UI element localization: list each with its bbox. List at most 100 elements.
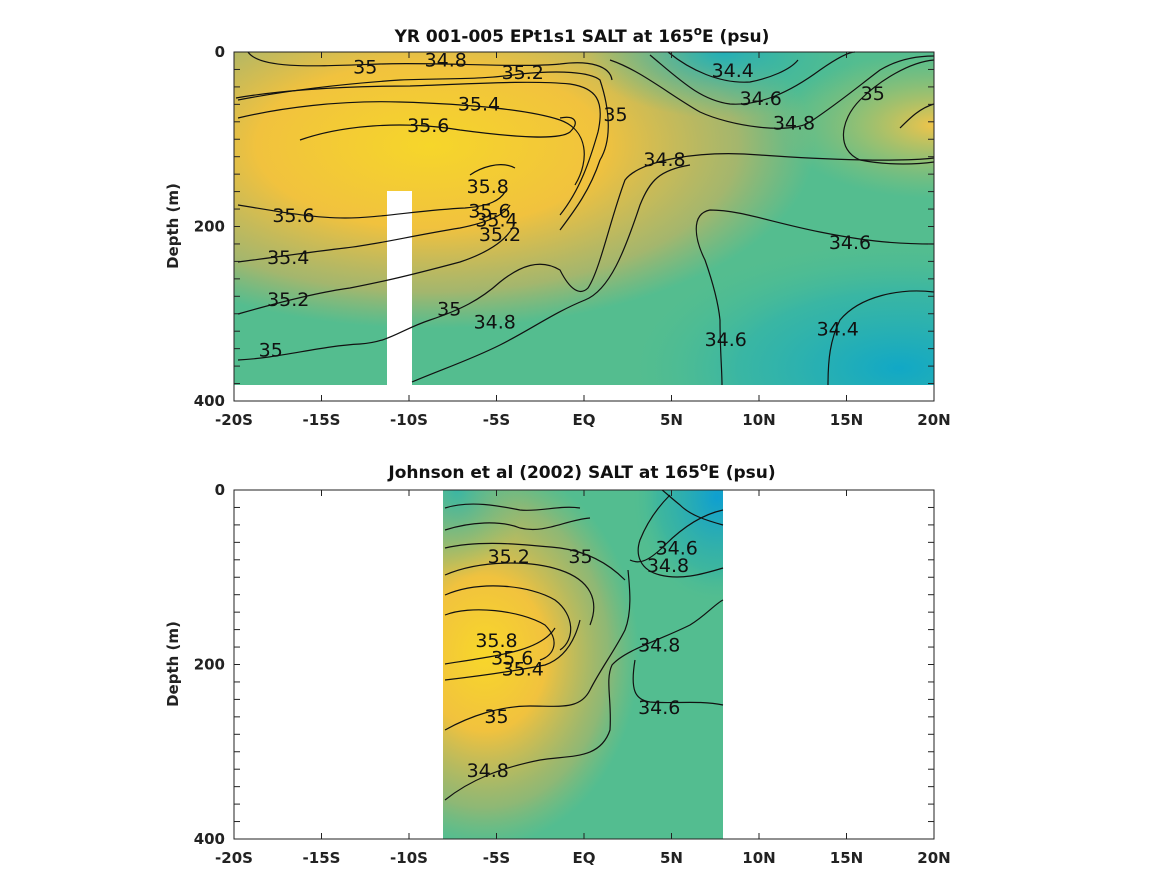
top-contour-label: 34.4 <box>817 318 859 340</box>
top-contour-label: 35.2 <box>479 224 521 246</box>
top-contour-label: 35.4 <box>458 93 500 115</box>
top-contour-label: 35.6 <box>272 205 314 227</box>
top-contour-label: 34.8 <box>773 113 815 135</box>
top-contours <box>235 51 935 386</box>
bottom-contour-label: 34.8 <box>647 555 689 577</box>
bottom-contour-label: 35 <box>568 546 592 568</box>
bottom-contour-34.8-deep <box>444 599 724 801</box>
top-contour-label: 35.6 <box>407 115 449 137</box>
bottom-contours <box>444 489 724 801</box>
top-y-tick-label: 200 <box>194 218 225 236</box>
bottom-contour-35.8 <box>444 609 555 661</box>
top-x-tick-label: 10N <box>742 411 775 429</box>
top-contour-label: 35.4 <box>475 209 517 231</box>
top-contour-label: 35.2 <box>502 62 544 84</box>
top-panel: YR 001-005 EPt1s1 SALT at 165oE (psu) <box>164 24 951 429</box>
bottom-contour-label: 35.4 <box>502 659 544 681</box>
top-y-axis-label: Depth (m) <box>164 183 182 269</box>
bottom-contour-35-surface <box>444 517 591 531</box>
top-x-tick-label: -5S <box>483 411 510 429</box>
bottom-x-tick-label: EQ <box>573 849 596 867</box>
bottom-y-axis: 0 200 400 <box>194 481 934 848</box>
bottom-contour-label: 34.8 <box>467 760 509 782</box>
bottom-contour-34.6 <box>629 509 724 563</box>
top-x-tick-label: 20N <box>917 411 950 429</box>
top-contour-label: 34.6 <box>829 232 871 254</box>
bottom-panel: Johnson et al (2002) SALT at 165oE (psu)… <box>164 460 951 867</box>
bottom-x-tick-label: -15S <box>303 849 341 867</box>
top-contour-label: 34.6 <box>705 329 747 351</box>
top-contour-label: 35.8 <box>467 176 509 198</box>
top-contour-label: 35 <box>259 339 283 361</box>
top-mask-step <box>400 283 412 386</box>
top-contour-34.4 <box>827 290 935 386</box>
bottom-contour-34.8-top <box>637 494 724 578</box>
top-contour-35-deep <box>237 153 935 361</box>
bottom-salinity-field <box>443 490 723 839</box>
top-contour-34.8-deep <box>411 164 691 383</box>
top-contour-35.4 <box>237 101 585 186</box>
top-contour-labels: 35 34.835.235.435.63534.834.434.634.83535… <box>259 50 885 362</box>
bottom-contour-35.4 <box>444 562 595 626</box>
bottom-contour-35-deep <box>444 569 631 731</box>
top-contour-34.4-top <box>667 51 799 83</box>
top-contour-label: 35.4 <box>267 247 309 269</box>
top-contour-label: 35 <box>437 298 461 320</box>
bottom-chart-title: Johnson et al (2002) SALT at 165oE (psu) <box>387 460 775 483</box>
top-contour-label: 34.8 <box>474 311 516 333</box>
bottom-x-tick-label: 5N <box>660 849 683 867</box>
top-contour-35-surface <box>237 71 609 231</box>
bottom-x-tick-label: 15N <box>830 849 863 867</box>
top-contour-label: 35 <box>603 104 627 126</box>
top-contour-label: 34.6 <box>740 88 782 110</box>
top-x-tick-label: -20S <box>215 411 253 429</box>
top-x-tick-label: 15N <box>830 411 863 429</box>
bottom-y-tick-label: 200 <box>194 656 225 674</box>
top-x-tick-label: EQ <box>573 411 596 429</box>
bottom-contour-34.8-surface <box>444 503 581 511</box>
top-contour-35-ne <box>842 59 935 165</box>
top-contour-label: 35.2 <box>267 289 309 311</box>
bottom-y-tick-label: 400 <box>194 830 225 848</box>
top-contour-34.6 <box>695 209 935 386</box>
bottom-contour-label: 34.6 <box>638 697 680 719</box>
bottom-contour-35.4-deep <box>444 619 581 681</box>
top-contour-35.4-deep <box>237 204 511 263</box>
top-mask-left <box>387 191 400 386</box>
top-contour-35.2 <box>235 81 601 216</box>
top-y-tick-label: 0 <box>215 43 225 61</box>
bottom-contour-35.2 <box>444 542 626 581</box>
top-contour-35-ne2 <box>899 103 935 129</box>
bottom-x-tick-label: 20N <box>917 849 950 867</box>
top-chart-title: YR 001-005 EPt1s1 SALT at 165oE (psu) <box>394 24 770 47</box>
top-contour-label: 35 <box>861 83 885 105</box>
top-contour-label: 34.8 <box>425 50 467 72</box>
top-contour-label: 35.6 <box>468 201 510 223</box>
bottom-contour-label: 35.6 <box>491 647 533 669</box>
top-x-tick-label: -15S <box>303 411 341 429</box>
top-x-axis: -20S -15S -10S -5S EQ 5N 10N 15N 20N <box>215 52 951 429</box>
bottom-field-surface <box>443 490 723 839</box>
top-contour-label: 34.4 <box>712 60 754 82</box>
top-salinity-field <box>234 52 934 401</box>
top-y-tick-label: 400 <box>194 392 225 410</box>
bottom-contour-34.4-top <box>661 489 724 526</box>
top-contour-34.8-surface <box>247 51 613 81</box>
top-contour-label: 34.8 <box>643 149 685 171</box>
top-x-tick-label: -10S <box>390 411 428 429</box>
bottom-y-axis-label: Depth (m) <box>164 621 182 707</box>
top-contour-35.6-deep <box>237 191 506 219</box>
bottom-x-tick-label: -20S <box>215 849 253 867</box>
top-y-axis: 0 200 400 <box>194 43 934 410</box>
bottom-contour-35.6 <box>444 585 572 651</box>
bottom-contour-label: 35.2 <box>488 546 530 568</box>
bottom-y-tick-label: 0 <box>215 481 225 499</box>
top-contour-34.8-top <box>609 55 935 129</box>
top-contour-35.6 <box>299 116 576 141</box>
top-x-tick-label: 5N <box>660 411 683 429</box>
bottom-contour-label: 34.8 <box>638 634 680 656</box>
bottom-contour-34.6-deep <box>632 659 724 706</box>
bottom-x-tick-label: 10N <box>742 849 775 867</box>
bottom-contour-label: 34.6 <box>656 537 698 559</box>
